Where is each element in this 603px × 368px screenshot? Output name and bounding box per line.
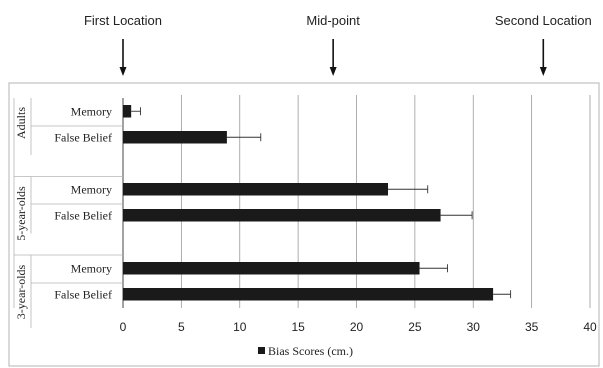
- bar: [123, 183, 389, 196]
- bar-label: False Belief: [54, 287, 112, 301]
- x-tick-label: 40: [583, 320, 597, 334]
- group-label: Adults: [14, 107, 28, 139]
- bar: [123, 105, 132, 118]
- x-tick-label: 20: [350, 320, 364, 334]
- x-tick-label: 35: [525, 320, 539, 334]
- x-tick-labels: 0 5 10 15 20 25 30 35 40: [120, 320, 597, 334]
- group-label: 3-year-olds: [14, 264, 28, 319]
- bar-label: Memory: [71, 182, 112, 196]
- annotation-label: Mid-point: [306, 13, 360, 28]
- x-tick-label: 5: [178, 320, 185, 334]
- bar-label: False Belief: [54, 130, 112, 144]
- x-tick-label: 10: [233, 320, 247, 334]
- down-arrow-icon: [329, 67, 337, 76]
- bar-label: False Belief: [54, 208, 112, 222]
- x-tick-label: 25: [408, 320, 422, 334]
- bar: [123, 131, 227, 144]
- annotation-label: First Location: [84, 13, 162, 28]
- vertical-gridlines: [180, 95, 591, 308]
- bar: [123, 288, 494, 301]
- down-arrow-icon: [539, 67, 547, 76]
- bars: [123, 105, 512, 301]
- annotation-label: Second Location: [495, 13, 592, 28]
- bar-label: Memory: [71, 104, 112, 118]
- location-annotations: First Location Mid-point Second Location: [84, 13, 592, 76]
- legend: Bias Scores (cm.): [258, 344, 353, 358]
- group-label: 5-year-olds: [14, 186, 28, 241]
- down-arrow-icon: [119, 67, 127, 76]
- x-tick-label: 30: [467, 320, 481, 334]
- legend-swatch: [258, 347, 265, 354]
- chart-frame: [8, 82, 600, 367]
- bar: [123, 209, 441, 222]
- bar: [123, 262, 420, 275]
- legend-label: Bias Scores (cm.): [268, 344, 353, 358]
- category-label-table: Adults Memory False Belief 5-year-olds Memor…: [13, 98, 124, 328]
- x-tick-label: 0: [120, 320, 127, 334]
- bar-label: Memory: [71, 261, 112, 275]
- x-tick-label: 15: [291, 320, 305, 334]
